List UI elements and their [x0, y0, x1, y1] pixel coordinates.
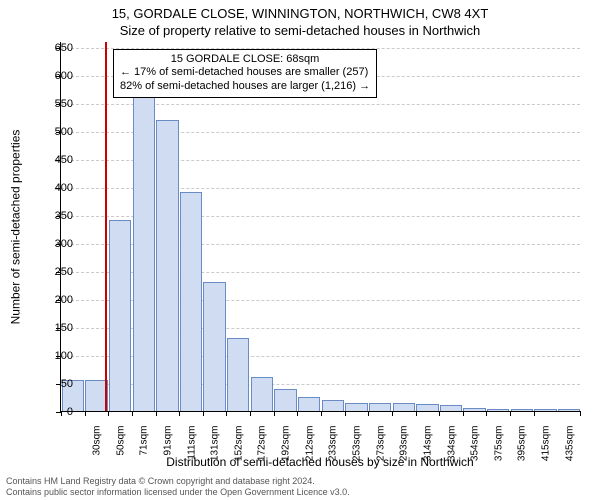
info-box-line: ← 17% of semi-detached houses are smalle… — [120, 66, 370, 80]
histogram-bar — [416, 404, 438, 411]
footer-attribution: Contains HM Land Registry data © Crown c… — [6, 476, 350, 498]
ytick-label: 650 — [43, 42, 73, 54]
ytick-label: 550 — [43, 98, 73, 110]
ytick-label: 150 — [43, 322, 73, 334]
ytick-label: 300 — [43, 238, 73, 250]
chart-title-line2: Size of property relative to semi-detach… — [0, 23, 600, 38]
histogram-bar — [393, 403, 415, 411]
xtick-label: 334sqm — [446, 426, 457, 466]
footer-line1: Contains HM Land Registry data © Crown c… — [6, 476, 350, 487]
xtick — [439, 411, 440, 416]
histogram-bar — [180, 192, 202, 411]
xtick — [368, 411, 369, 416]
ytick-label: 250 — [43, 266, 73, 278]
histogram-bar — [487, 409, 509, 411]
xtick-label: 131sqm — [210, 426, 221, 466]
xtick-label: 253sqm — [352, 426, 363, 466]
info-box-line: 82% of semi-detached houses are larger (… — [120, 80, 370, 94]
histogram-bar — [298, 397, 320, 411]
histogram-bar — [534, 409, 556, 411]
ytick-label: 500 — [43, 126, 73, 138]
xtick — [486, 411, 487, 416]
ytick-label: 100 — [43, 350, 73, 362]
chart-title-line1: 15, GORDALE CLOSE, WINNINGTON, NORTHWICH… — [0, 6, 600, 21]
y-axis-label-text: Number of semi-detached properties — [8, 130, 22, 325]
xtick-label: 111sqm — [186, 426, 197, 466]
xtick — [345, 411, 346, 416]
xtick — [580, 411, 581, 416]
xtick — [297, 411, 298, 416]
xtick-label: 30sqm — [92, 426, 103, 466]
xtick-label: 192sqm — [281, 426, 292, 466]
xtick — [274, 411, 275, 416]
xtick — [108, 411, 109, 416]
xtick-label: 375sqm — [493, 426, 504, 466]
histogram-bar — [109, 220, 131, 411]
ytick-label: 350 — [43, 210, 73, 222]
xtick — [463, 411, 464, 416]
ytick-label: 600 — [43, 70, 73, 82]
info-box-line: 15 GORDALE CLOSE: 68sqm — [120, 53, 370, 67]
xtick-label: 354sqm — [470, 426, 481, 466]
xtick — [416, 411, 417, 416]
xtick — [179, 411, 180, 416]
xtick-label: 71sqm — [139, 426, 150, 466]
histogram-bar — [369, 403, 391, 411]
xtick-label: 293sqm — [399, 426, 410, 466]
xtick — [132, 411, 133, 416]
xtick — [203, 411, 204, 416]
xtick-label: 435sqm — [564, 426, 575, 466]
xtick-label: 233sqm — [328, 426, 339, 466]
histogram-bar — [203, 282, 225, 411]
ytick-label: 450 — [43, 154, 73, 166]
xtick-label: 212sqm — [304, 426, 315, 466]
xtick-label: 172sqm — [257, 426, 268, 466]
footer-line2: Contains public sector information licen… — [6, 487, 350, 498]
xtick-label: 91sqm — [162, 426, 173, 466]
xtick — [250, 411, 251, 416]
histogram-bar — [463, 408, 485, 411]
xtick-label: 50sqm — [115, 426, 126, 466]
ytick-label: 50 — [43, 378, 73, 390]
plot-area: 15 GORDALE CLOSE: 68sqm← 17% of semi-det… — [60, 42, 580, 412]
histogram-bar — [345, 403, 367, 411]
xtick-label: 314sqm — [422, 426, 433, 466]
xtick-label: 273sqm — [375, 426, 386, 466]
xtick-label: 152sqm — [233, 426, 244, 466]
xtick — [156, 411, 157, 416]
chart-container: 15, GORDALE CLOSE, WINNINGTON, NORTHWICH… — [0, 0, 600, 500]
xtick — [321, 411, 322, 416]
ytick-label: 400 — [43, 182, 73, 194]
histogram-bar — [156, 120, 178, 412]
xtick-label: 415sqm — [541, 426, 552, 466]
histogram-bar — [558, 409, 580, 411]
highlight-marker-line — [105, 42, 107, 411]
histogram-bar — [511, 409, 533, 411]
ytick-label: 200 — [43, 294, 73, 306]
histogram-bar — [133, 75, 155, 411]
xtick — [534, 411, 535, 416]
histogram-bar — [322, 400, 344, 411]
histogram-bar — [440, 405, 462, 411]
xtick — [510, 411, 511, 416]
xtick-label: 395sqm — [517, 426, 528, 466]
info-box: 15 GORDALE CLOSE: 68sqm← 17% of semi-det… — [113, 49, 377, 98]
ytick-label: 0 — [43, 406, 73, 418]
xtick — [85, 411, 86, 416]
xtick — [226, 411, 227, 416]
y-axis-label: Number of semi-detached properties — [8, 42, 22, 412]
histogram-bar — [251, 377, 273, 411]
xtick — [392, 411, 393, 416]
histogram-bar — [274, 389, 296, 411]
histogram-bar — [227, 338, 249, 411]
